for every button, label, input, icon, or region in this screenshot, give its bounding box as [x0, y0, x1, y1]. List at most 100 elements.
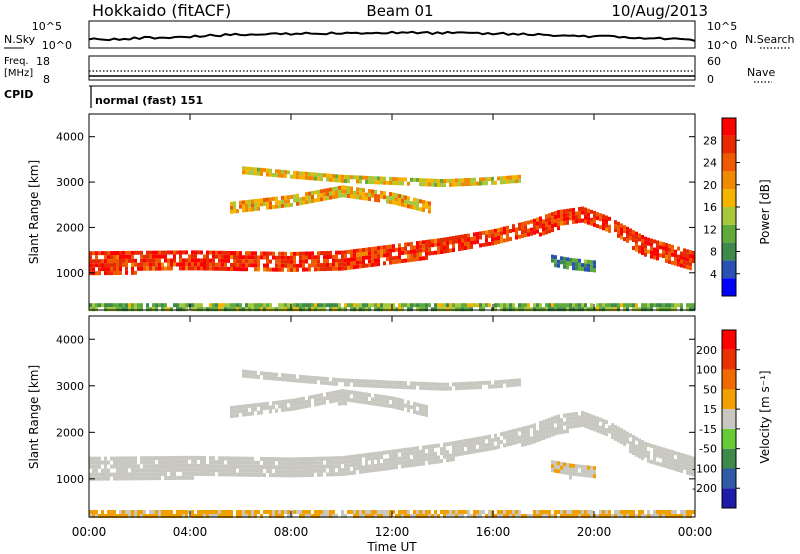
data-cell-band-0: [383, 249, 386, 254]
data-cell-band-0: [224, 468, 227, 473]
data-cell-band-4: [242, 307, 245, 312]
data-cell-band-0: [632, 443, 635, 447]
data-cell-band-0: [629, 449, 632, 454]
data-cell-band-0: [533, 218, 536, 223]
data-cell-band-0: [386, 257, 389, 261]
data-cell-band-0: [119, 255, 122, 259]
data-cell-band-0: [620, 436, 623, 441]
data-cell-band-0: [386, 253, 389, 257]
data-cell-band-2: [317, 376, 320, 381]
data-cell-band-0: [650, 459, 653, 464]
data-cell-band-4: [251, 307, 254, 312]
data-cell-band-2: [503, 180, 506, 184]
data-cell-band-0: [389, 457, 392, 462]
data-cell-band-0: [131, 262, 134, 267]
data-cell-band-0: [278, 251, 281, 256]
data-cell-band-4: [647, 303, 650, 308]
data-cell-band-1: [308, 399, 311, 404]
data-cell-band-0: [275, 259, 278, 264]
data-cell-band-0: [233, 468, 236, 473]
data-cell-band-0: [320, 468, 323, 473]
data-cell-band-0: [617, 426, 620, 431]
data-cell-band-0: [278, 267, 281, 272]
data-cell-band-2: [272, 173, 275, 177]
data-cell-band-4: [650, 514, 653, 518]
data-cell-band-0: [125, 250, 128, 255]
data-cell-band-1: [338, 393, 341, 398]
data-cell-band-0: [536, 434, 539, 439]
data-cell-band-4: [518, 303, 521, 308]
data-cell-band-0: [296, 263, 299, 268]
data-cell-band-0: [203, 468, 206, 472]
data-cell-band-0: [527, 433, 530, 438]
data-cell-band-0: [200, 460, 203, 464]
data-cell-band-4: [440, 510, 443, 514]
data-cell-band-0: [179, 258, 182, 263]
data-cell-band-1: [293, 406, 296, 411]
data-cell-band-0: [194, 467, 197, 472]
data-cell-band-2: [293, 170, 296, 175]
data-cell-band-4: [119, 510, 122, 514]
data-cell-band-0: [419, 256, 422, 261]
data-cell-band-0: [533, 427, 536, 432]
data-cell-band-4: [560, 510, 563, 514]
data-cell-band-3: [563, 466, 566, 471]
data-cell-band-2: [308, 379, 311, 384]
data-cell-band-0: [473, 441, 476, 446]
data-cell-band-0: [290, 465, 293, 470]
data-cell-band-2: [359, 175, 362, 180]
data-cell-band-4: [365, 514, 368, 518]
data-cell-band-0: [272, 267, 275, 272]
data-cell-band-4: [125, 510, 128, 514]
data-cell-band-0: [131, 460, 134, 465]
data-cell-band-0: [101, 263, 104, 268]
data-cell-band-2: [284, 373, 287, 378]
data-cell-band-0: [389, 252, 392, 257]
data-cell-band-0: [197, 262, 200, 267]
data-cell-band-0: [104, 460, 107, 465]
data-cell-band-2: [503, 379, 506, 384]
data-cell-band-2: [275, 376, 278, 381]
data-cell-band-4: [218, 514, 221, 518]
data-cell-band-0: [593, 415, 596, 420]
data-cell-band-4: [689, 303, 692, 308]
data-cell-band-0: [521, 442, 524, 447]
data-cell-band-0: [485, 234, 488, 239]
data-cell-band-1: [353, 194, 356, 199]
data-cell-band-4: [560, 514, 563, 518]
data-cell-band-4: [395, 514, 398, 518]
data-cell-band-4: [452, 307, 455, 312]
data-cell-band-0: [212, 464, 215, 469]
data-cell-band-4: [689, 307, 692, 312]
data-cell-band-0: [674, 257, 677, 262]
data-cell-band-4: [638, 307, 641, 312]
data-cell-band-4: [266, 510, 269, 514]
data-cell-band-4: [638, 510, 641, 514]
data-cell-band-0: [440, 250, 443, 254]
y-tick-label: 1000: [56, 473, 84, 486]
data-cell-band-0: [386, 466, 389, 471]
data-cell-band-0: [425, 247, 428, 252]
data-cell-band-0: [239, 251, 242, 256]
data-cell-band-0: [425, 453, 428, 458]
data-cell-band-2: [275, 173, 278, 178]
data-cell-band-0: [602, 430, 605, 435]
data-cell-band-0: [203, 464, 206, 468]
station-title: Hokkaido (fitACF): [92, 1, 231, 20]
data-cell-band-0: [134, 270, 137, 275]
power-colorbar-tick-label: 16: [703, 201, 717, 214]
data-cell-band-1: [287, 199, 290, 204]
data-cell-band-0: [590, 422, 593, 427]
data-cell-band-4: [245, 510, 248, 514]
data-cell-band-0: [593, 210, 596, 215]
data-cell-band-2: [299, 374, 302, 379]
data-cell-band-3: [575, 472, 578, 477]
data-cell-band-0: [131, 472, 134, 477]
data-cell-band-4: [629, 514, 632, 518]
data-cell-band-1: [374, 401, 377, 406]
data-cell-band-4: [263, 510, 266, 514]
data-cell-band-0: [677, 246, 680, 251]
data-cell-band-0: [149, 262, 152, 267]
data-cell-band-3: [575, 258, 578, 263]
data-cell-band-0: [575, 415, 578, 420]
